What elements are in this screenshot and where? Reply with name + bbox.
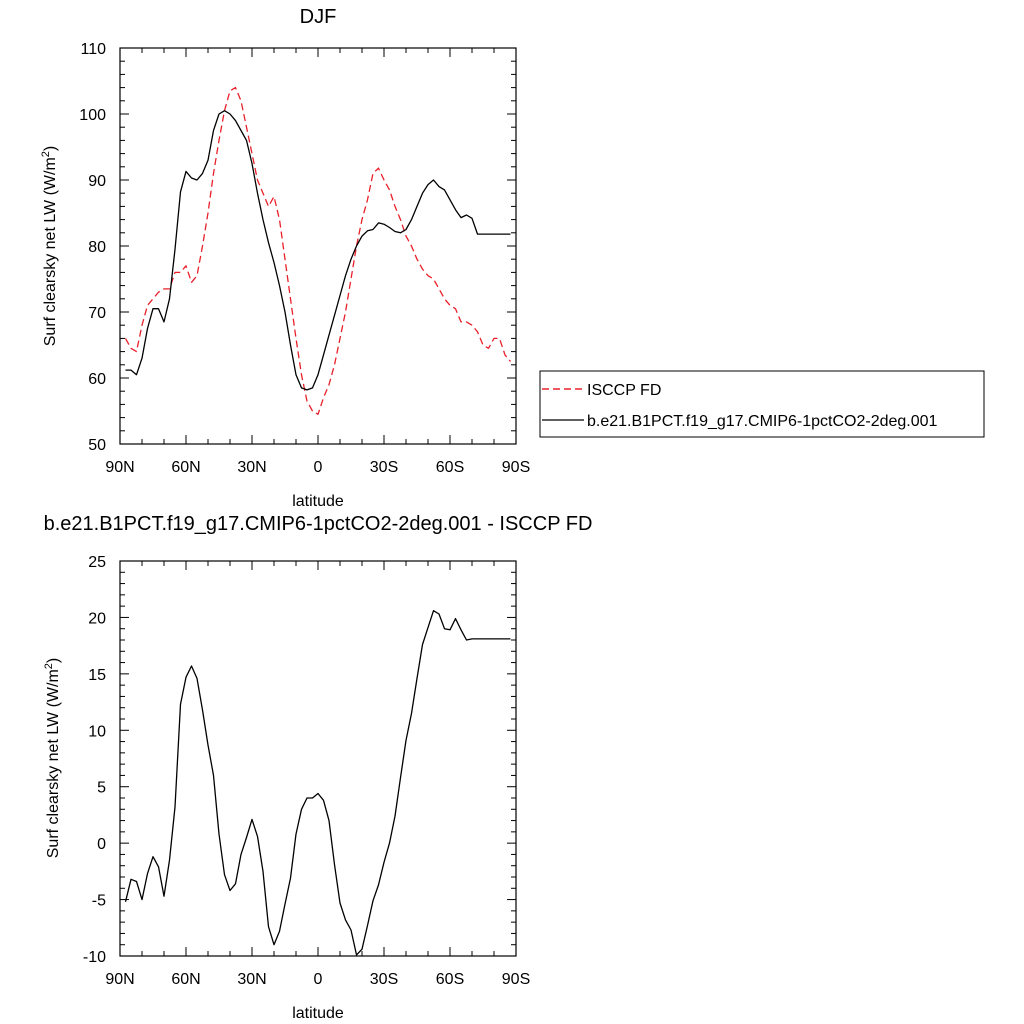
- top-x-tick-label: 30S: [370, 459, 398, 476]
- bottom-y-tick-label: -10: [83, 949, 106, 966]
- top-y-tick-label: 100: [79, 107, 106, 124]
- top-y-tick-label: 90: [88, 173, 106, 190]
- bottom-y-axis-label-main: Surf clearsky net LW (W/m: [45, 669, 62, 858]
- top-y-tick-label: 60: [88, 371, 106, 388]
- bottom-x-tick-label: 30N: [237, 971, 266, 988]
- top-y-axis-label-main: Surf clearsky net LW (W/m: [42, 157, 59, 346]
- bottom-y-tick-label: 5: [97, 780, 106, 797]
- legend-box: [539, 370, 985, 438]
- bottom-x-axis-label: latitude: [292, 1005, 344, 1022]
- bottom-y-tick-label: 20: [88, 610, 106, 627]
- top-x-tick-label: 90S: [502, 459, 530, 476]
- top-y-tick-label: 80: [88, 239, 106, 256]
- bottom-x-tick-labels: 90N 60N 30N 0 30S 60S 90S: [105, 971, 530, 988]
- bottom-series-lines: [124, 610, 511, 956]
- bottom-y-axis-label: Surf clearsky net LW (W/m2): [43, 658, 62, 859]
- bottom-y-tick-labels: -10 -5 0 5 10 15 20 25: [83, 554, 106, 966]
- top-y-axis-label: Surf clearsky net LW (W/m2): [40, 146, 59, 347]
- top-axis-ticks: [119, 47, 517, 445]
- top-series-line-0: [124, 86, 511, 415]
- bottom-x-tick-label: 0: [314, 971, 323, 988]
- bottom-axis-ticks: [119, 560, 517, 957]
- legend: ISCCP FD b.e21.B1PCT.f19_g17.CMIP6-1pctC…: [539, 370, 985, 438]
- bottom-x-tick-label: 90N: [105, 971, 134, 988]
- top-x-tick-label: 30N: [237, 459, 266, 476]
- top-x-tick-label: 60S: [436, 459, 464, 476]
- top-y-tick-labels: 50 60 70 80 90 100 110: [79, 41, 106, 454]
- legend-label-model: b.e21.B1PCT.f19_g17.CMIP6-1pctCO2-2deg.0…: [587, 413, 938, 430]
- bottom-y-axis-label-end: ): [45, 658, 62, 663]
- top-y-tick-label: 110: [80, 41, 106, 58]
- top-x-tick-label: 0: [314, 459, 323, 476]
- bottom-chart: b.e21.B1PCT.f19_g17.CMIP6-1pctCO2-2deg.0…: [43, 513, 592, 1022]
- bottom-y-axis-label-sup: 2: [43, 663, 55, 669]
- bottom-y-tick-label: 15: [88, 667, 106, 684]
- bottom-y-tick-label: 10: [88, 723, 106, 740]
- bottom-x-tick-label: 60S: [436, 971, 464, 988]
- bottom-x-tick-label: 60N: [171, 971, 200, 988]
- bottom-series-line-0: [124, 610, 511, 956]
- bottom-x-tick-label: 90S: [502, 971, 530, 988]
- bottom-chart-title: b.e21.B1PCT.f19_g17.CMIP6-1pctCO2-2deg.0…: [44, 513, 593, 535]
- top-x-tick-label: 90N: [105, 459, 134, 476]
- top-chart-title: DJF: [300, 6, 337, 28]
- bottom-x-tick-label: 30S: [370, 971, 398, 988]
- top-y-tick-label: 50: [88, 437, 106, 454]
- top-series-lines: [124, 86, 511, 415]
- top-x-tick-labels: 90N 60N 30N 0 30S 60S 90S: [105, 459, 530, 476]
- top-chart: DJF 90N 60N 30N 0 30S 60S 90S 50 60 70 80 90 100 110…: [40, 6, 985, 510]
- top-y-tick-label: 70: [88, 305, 106, 322]
- top-plot-frame: [119, 47, 517, 445]
- legend-label-isccp: ISCCP FD: [587, 382, 661, 399]
- bottom-y-tick-label: 0: [97, 836, 106, 853]
- top-series-line-1: [125, 110, 511, 391]
- bottom-y-tick-label: -5: [92, 893, 106, 910]
- top-y-axis-label-end: ): [42, 146, 59, 151]
- top-x-tick-label: 60N: [171, 459, 200, 476]
- top-x-axis-label: latitude: [292, 493, 344, 510]
- top-y-axis-label-sup: 2: [40, 151, 52, 157]
- bottom-y-tick-label: 25: [88, 554, 106, 571]
